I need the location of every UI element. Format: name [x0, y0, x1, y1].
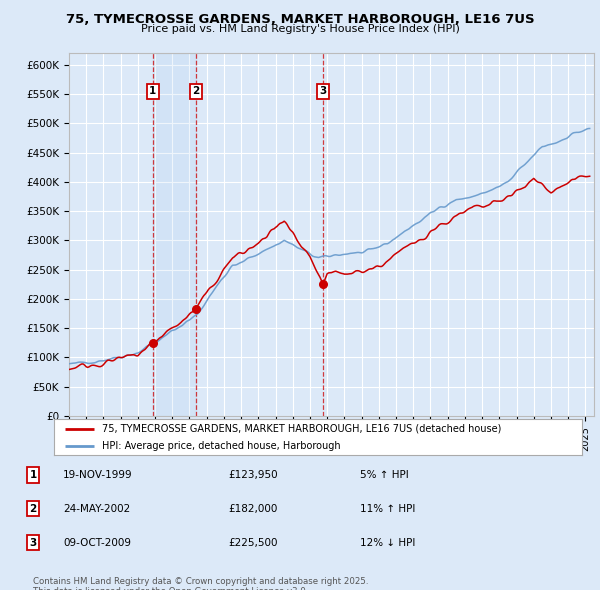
Text: HPI: Average price, detached house, Harborough: HPI: Average price, detached house, Harb… [101, 441, 340, 451]
Text: 3: 3 [319, 86, 326, 96]
Text: 2: 2 [193, 86, 200, 96]
Text: 5% ↑ HPI: 5% ↑ HPI [360, 470, 409, 480]
Bar [153, 53, 196, 416]
Text: 1: 1 [29, 470, 37, 480]
Text: £123,950: £123,950 [228, 470, 278, 480]
Text: 09-OCT-2009: 09-OCT-2009 [63, 538, 131, 548]
Text: 11% ↑ HPI: 11% ↑ HPI [360, 504, 415, 513]
Text: Contains HM Land Registry data © Crown copyright and database right 2025.
This d: Contains HM Land Registry data © Crown c… [33, 577, 368, 590]
Text: 75, TYMECROSSE GARDENS, MARKET HARBOROUGH, LE16 7US: 75, TYMECROSSE GARDENS, MARKET HARBOROUG… [65, 13, 535, 26]
Text: 24-MAY-2002: 24-MAY-2002 [63, 504, 130, 513]
Text: 75, TYMECROSSE GARDENS, MARKET HARBOROUGH, LE16 7US (detached house): 75, TYMECROSSE GARDENS, MARKET HARBOROUG… [101, 424, 501, 434]
Text: 19-NOV-1999: 19-NOV-1999 [63, 470, 133, 480]
Text: 2: 2 [29, 504, 37, 513]
Text: £182,000: £182,000 [228, 504, 277, 513]
Text: Price paid vs. HM Land Registry's House Price Index (HPI): Price paid vs. HM Land Registry's House … [140, 24, 460, 34]
Text: £225,500: £225,500 [228, 538, 277, 548]
Text: 1: 1 [149, 86, 157, 96]
Text: 3: 3 [29, 538, 37, 548]
Text: 12% ↓ HPI: 12% ↓ HPI [360, 538, 415, 548]
